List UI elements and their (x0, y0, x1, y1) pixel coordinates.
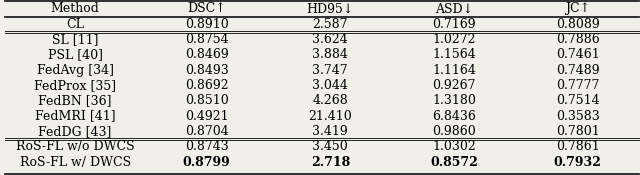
Text: 0.8754: 0.8754 (185, 33, 228, 46)
Text: SL [11]: SL [11] (52, 33, 99, 46)
Text: 0.8572: 0.8572 (430, 156, 478, 169)
Text: 3.624: 3.624 (312, 33, 348, 46)
Text: 21.410: 21.410 (308, 110, 352, 123)
Text: 0.7801: 0.7801 (556, 125, 600, 138)
Text: 0.7777: 0.7777 (556, 79, 599, 92)
Text: FedMRI [41]: FedMRI [41] (35, 110, 115, 123)
Text: 4.268: 4.268 (312, 94, 348, 107)
Text: 0.3583: 0.3583 (556, 110, 600, 123)
Text: ASD↓: ASD↓ (435, 2, 473, 15)
Text: CL: CL (66, 18, 84, 31)
Text: HD95↓: HD95↓ (307, 2, 354, 15)
Text: 0.7932: 0.7932 (554, 156, 602, 169)
Text: 1.3180: 1.3180 (432, 94, 476, 107)
Text: 3.419: 3.419 (312, 125, 348, 138)
Text: FedAvg [34]: FedAvg [34] (36, 64, 114, 77)
Text: 1.0302: 1.0302 (432, 140, 476, 153)
Text: FedProx [35]: FedProx [35] (34, 79, 116, 92)
Text: 3.747: 3.747 (312, 64, 348, 77)
Text: RoS-FL w/o DWCS: RoS-FL w/o DWCS (16, 140, 134, 153)
Text: RoS-FL w/ DWCS: RoS-FL w/ DWCS (20, 156, 131, 169)
Text: 0.7461: 0.7461 (556, 48, 600, 61)
Text: 1.1164: 1.1164 (432, 64, 476, 77)
Text: 0.9860: 0.9860 (432, 125, 476, 138)
Text: 0.8692: 0.8692 (185, 79, 228, 92)
Text: 2.718: 2.718 (310, 156, 350, 169)
Text: Method: Method (51, 2, 100, 15)
Text: 0.7169: 0.7169 (432, 18, 476, 31)
Text: 0.7861: 0.7861 (556, 140, 600, 153)
Text: 0.8469: 0.8469 (185, 48, 228, 61)
Text: 0.8510: 0.8510 (185, 94, 228, 107)
Text: JC↑: JC↑ (565, 2, 590, 15)
Text: 0.8910: 0.8910 (185, 18, 228, 31)
Text: 1.1564: 1.1564 (432, 48, 476, 61)
Text: 0.8704: 0.8704 (185, 125, 228, 138)
Text: FedDG [43]: FedDG [43] (38, 125, 112, 138)
Text: 0.8493: 0.8493 (185, 64, 228, 77)
Text: 3.884: 3.884 (312, 48, 348, 61)
Text: 3.450: 3.450 (312, 140, 348, 153)
Text: 0.8799: 0.8799 (183, 156, 230, 169)
Text: 0.7489: 0.7489 (556, 64, 599, 77)
Text: 1.0272: 1.0272 (432, 33, 476, 46)
Text: 0.8743: 0.8743 (185, 140, 228, 153)
Text: 0.8089: 0.8089 (556, 18, 600, 31)
Text: 3.044: 3.044 (312, 79, 348, 92)
Text: 0.9267: 0.9267 (432, 79, 476, 92)
Text: PSL [40]: PSL [40] (47, 48, 102, 61)
Text: DSC↑: DSC↑ (188, 2, 226, 15)
Text: 0.4921: 0.4921 (185, 110, 228, 123)
Text: 6.8436: 6.8436 (432, 110, 476, 123)
Text: 2.587: 2.587 (312, 18, 348, 31)
Text: 0.7514: 0.7514 (556, 94, 599, 107)
Text: 0.7886: 0.7886 (556, 33, 600, 46)
Text: FedBN [36]: FedBN [36] (38, 94, 112, 107)
